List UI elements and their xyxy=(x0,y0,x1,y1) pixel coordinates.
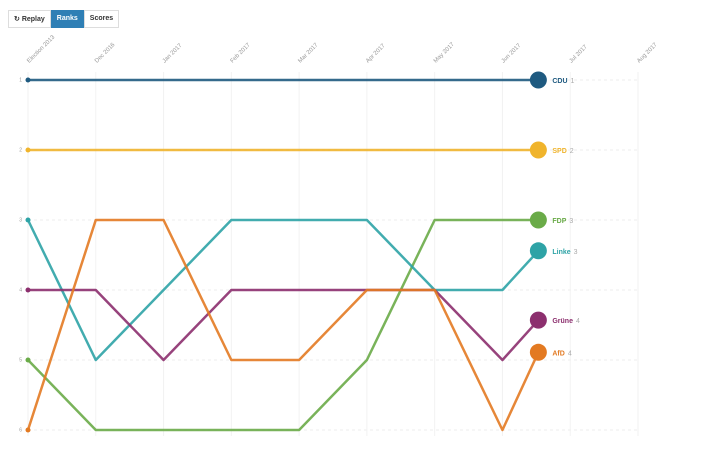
scores-button[interactable]: Scores xyxy=(83,10,120,28)
series-label: AfD 4 xyxy=(552,350,571,357)
x-tick-label: Jan 2017 xyxy=(162,42,184,64)
series-name: Linke xyxy=(552,249,570,256)
series-rank: 3 xyxy=(569,218,573,225)
series-label: Grüne 4 xyxy=(552,318,580,325)
series-rank: 4 xyxy=(576,318,580,325)
end-dot xyxy=(529,242,547,260)
start-dot xyxy=(25,147,31,153)
replay-button[interactable]: ↻ Replay xyxy=(8,10,51,28)
series-name: AfD xyxy=(552,350,564,357)
end-dot xyxy=(529,71,547,89)
series-name: FDP xyxy=(552,218,566,225)
y-tick-label: 6 xyxy=(19,427,22,433)
series-label: Linke 3 xyxy=(552,249,577,256)
x-tick-label: May 2017 xyxy=(433,41,456,64)
y-tick-label: 2 xyxy=(19,147,22,153)
ranks-button[interactable]: Ranks xyxy=(50,10,84,28)
series-label: CDU 1 xyxy=(552,78,574,85)
x-tick-label: Dec 2016 xyxy=(94,42,117,65)
end-dot xyxy=(529,311,547,329)
y-tick-label: 3 xyxy=(19,217,22,223)
x-tick-label: Jul 2017 xyxy=(569,44,590,65)
series-line xyxy=(26,218,540,432)
series-line xyxy=(27,218,539,432)
series-label: SPD 2 xyxy=(552,148,573,155)
x-tick-label: Jun 2017 xyxy=(501,42,523,64)
end-dot xyxy=(529,211,547,229)
y-tick-label: 4 xyxy=(19,287,22,293)
y-tick-label: 5 xyxy=(19,357,22,363)
series-rank: 1 xyxy=(571,78,575,85)
x-tick-label: Aug 2017 xyxy=(636,42,659,65)
series-name: Grüne xyxy=(552,318,573,325)
series-name: SPD xyxy=(552,148,566,155)
start-dot xyxy=(25,287,31,293)
series-rank: 4 xyxy=(568,350,572,357)
series-label: FDP 3 xyxy=(552,218,573,225)
replay-label: Replay xyxy=(21,16,45,23)
x-tick-label: Election 2013 xyxy=(26,34,56,64)
series-line xyxy=(28,288,540,362)
end-dot xyxy=(529,343,547,361)
series-rank: 3 xyxy=(574,249,578,256)
toolbar: ↻ Replay Ranks Scores xyxy=(8,10,120,28)
start-dot xyxy=(25,77,31,83)
start-dot xyxy=(25,357,31,363)
x-tick-label: Apr 2017 xyxy=(365,43,387,65)
start-dot xyxy=(25,217,31,223)
y-tick-label: 1 xyxy=(19,77,22,83)
x-tick-label: Feb 2017 xyxy=(230,42,253,65)
series-line xyxy=(26,218,540,362)
start-dot xyxy=(25,427,31,433)
series-rank: 2 xyxy=(570,148,574,155)
series-name: CDU xyxy=(552,78,567,85)
end-dot xyxy=(529,141,547,159)
x-tick-label: Mar 2017 xyxy=(297,42,320,65)
